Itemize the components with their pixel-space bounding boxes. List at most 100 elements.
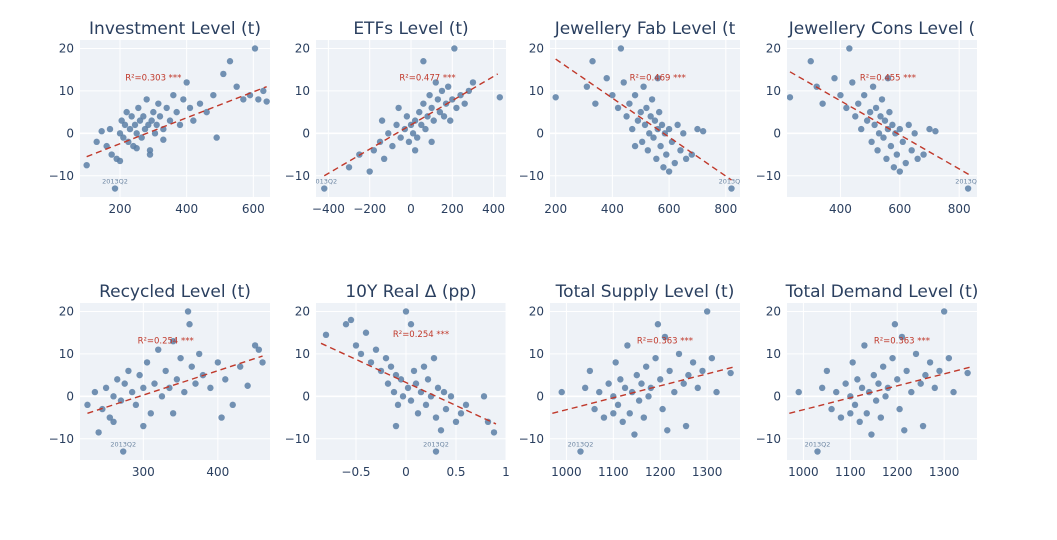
data-point: [440, 388, 448, 396]
x-tick-label: 1300: [929, 465, 960, 479]
data-point: [95, 429, 102, 436]
data-point: [677, 147, 684, 154]
data-point: [795, 388, 802, 396]
data-point: [121, 121, 129, 129]
data-point: [447, 117, 454, 124]
data-point: [143, 359, 151, 366]
data-point: [393, 121, 400, 129]
data-point: [111, 185, 119, 192]
data-point: [847, 410, 854, 417]
data-point: [432, 448, 440, 455]
data-point: [98, 128, 105, 135]
data-point: [218, 414, 225, 421]
data-point: [114, 376, 121, 383]
data-point: [644, 147, 652, 154]
data-point: [863, 117, 871, 124]
data-point: [180, 96, 187, 103]
data-point: [410, 367, 418, 375]
data-point: [496, 94, 504, 101]
plot-area: [550, 303, 740, 460]
data-point: [385, 130, 392, 137]
data-point: [370, 147, 378, 154]
r-squared-annotation: R²=0.469 ***: [630, 73, 686, 83]
data-point: [922, 371, 929, 379]
data-point: [192, 380, 199, 387]
x-tick-label: 1100: [598, 465, 629, 479]
data-point: [964, 369, 971, 377]
x-tick-label: 400: [829, 202, 852, 216]
x-tick-label: 1100: [835, 465, 866, 479]
data-point: [870, 371, 877, 379]
data-point: [875, 130, 883, 137]
data-point: [347, 316, 355, 324]
x-tick-label: 600: [888, 202, 911, 216]
data-point: [640, 414, 648, 421]
y-tick-label: −10: [519, 432, 544, 446]
data-point: [240, 96, 247, 103]
data-point: [342, 321, 350, 328]
data-point: [858, 384, 866, 392]
x-tick-label: 800: [948, 202, 971, 216]
x-tick-label: 200: [441, 202, 464, 216]
data-point: [138, 134, 145, 141]
data-point: [426, 91, 433, 99]
data-point: [558, 388, 565, 396]
point-label: 2013Q2: [311, 178, 337, 186]
data-point: [884, 74, 892, 82]
fit-line: [555, 58, 732, 181]
subplot-8: 1000 1100 1200 1300 20 10 0 −10 Total Demand Lev…: [756, 282, 979, 479]
x-tick-label: 400: [206, 465, 229, 479]
x-tick-label: 300: [132, 465, 155, 479]
data-point: [190, 117, 197, 124]
data-point: [176, 121, 184, 129]
data-point: [626, 100, 633, 107]
data-point: [394, 401, 402, 409]
subplot-title: Jewellery Cons Level (: [788, 19, 975, 39]
data-point: [605, 380, 612, 387]
x-tick-label: −0.5: [341, 465, 370, 479]
data-point: [430, 117, 437, 124]
data-point: [404, 384, 412, 392]
data-point: [451, 45, 458, 52]
x-tick-label: 200: [109, 202, 132, 216]
data-point: [589, 58, 596, 65]
r-squared-annotation: R²=0.254 ***: [393, 330, 449, 340]
data-point: [893, 151, 901, 158]
point-label: 2013Q2: [102, 178, 128, 186]
y-tick-label: 0: [773, 126, 781, 140]
subplot-title: Recycled Level (t): [99, 282, 251, 302]
data-point: [646, 130, 653, 137]
data-point: [173, 376, 181, 383]
data-point: [665, 125, 673, 133]
data-point: [169, 337, 177, 345]
data-point: [919, 422, 927, 430]
data-point: [437, 427, 445, 434]
data-point: [251, 342, 259, 349]
data-point: [823, 367, 831, 375]
data-point: [260, 87, 267, 95]
data-point: [259, 359, 266, 366]
data-point: [432, 79, 439, 86]
data-point: [912, 350, 920, 358]
data-point: [255, 96, 262, 103]
data-point: [377, 367, 385, 375]
data-point: [872, 397, 880, 404]
data-point: [461, 100, 468, 107]
data-point: [93, 138, 100, 146]
data-point: [680, 380, 687, 387]
y-tick-label: 10: [766, 84, 781, 98]
data-point: [843, 104, 850, 112]
data-point: [617, 376, 624, 383]
data-point: [871, 121, 878, 129]
data-point: [881, 117, 889, 124]
r-squared-annotation: R²=0.254 ***: [138, 336, 194, 346]
data-point: [896, 405, 903, 413]
data-point: [682, 422, 690, 430]
y-tick-label: 0: [66, 389, 74, 403]
x-tick-label: −200: [353, 202, 386, 216]
y-tick-label: 20: [529, 304, 544, 318]
r-squared-annotation: R²=0.363 ***: [637, 336, 693, 346]
data-point: [890, 164, 898, 171]
data-point: [143, 96, 150, 103]
